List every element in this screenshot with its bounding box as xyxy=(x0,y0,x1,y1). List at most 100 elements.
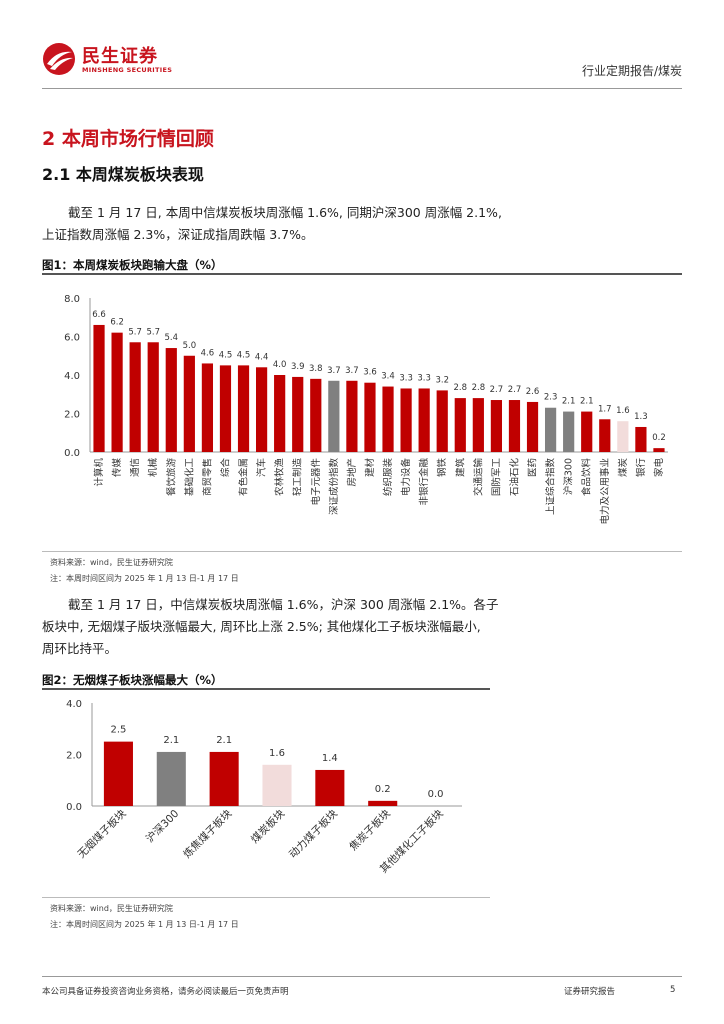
bar xyxy=(255,367,268,452)
bar xyxy=(103,741,133,806)
category-label: 纺织服装 xyxy=(382,458,394,497)
y-tick-label: 0.0 xyxy=(64,448,80,459)
category-label: 农林牧渔 xyxy=(274,458,286,497)
paragraph-2: 截至 1 月 17 日，中信煤炭板块周涨幅 1.6%，沪深 300 周涨幅 2.… xyxy=(42,594,682,660)
bar xyxy=(156,751,186,806)
category-label: 家电 xyxy=(653,458,665,478)
bar xyxy=(400,388,412,452)
bar xyxy=(563,411,575,452)
data-label: 3.4 xyxy=(381,372,395,382)
data-label: 0.2 xyxy=(375,784,391,795)
figure-2-title: 图2：无烟煤子板块涨幅最大（%） xyxy=(42,673,223,687)
bar xyxy=(364,382,376,452)
bar xyxy=(346,380,358,452)
bar xyxy=(526,401,539,452)
data-label: 5.7 xyxy=(146,327,160,337)
minsheng-logo-icon xyxy=(43,43,75,75)
brand-logo: 民生证券 MINSHENG SECURITIES xyxy=(42,40,182,80)
page-number: 5 xyxy=(670,985,676,995)
y-tick-label: 4.0 xyxy=(66,699,82,710)
paragraph-2-line-3: 周环比持平。 xyxy=(42,641,118,656)
footer-label: 证券研究报告 xyxy=(564,987,616,997)
data-label: 2.7 xyxy=(490,385,504,395)
footer-divider xyxy=(42,976,682,977)
figure-2-top-rule xyxy=(42,688,490,690)
category-label: 石油石化 xyxy=(508,458,520,497)
figure-1-title: 图1：本周煤炭板块跑输大盘（%） xyxy=(42,258,223,272)
bar xyxy=(418,388,430,452)
category-label: 食品饮料 xyxy=(581,458,593,497)
data-label: 2.3 xyxy=(544,393,558,403)
bar xyxy=(129,342,141,452)
data-label: 1.6 xyxy=(269,748,285,759)
category-label: 建材 xyxy=(364,458,376,478)
category-label: 交通运输 xyxy=(472,458,484,497)
data-label: 2.1 xyxy=(216,735,232,746)
bar xyxy=(209,751,239,806)
data-label: 2.6 xyxy=(526,387,540,397)
figure-1-note: 注：本周时间区间为 2025 年 1 月 13 日-1 月 17 日 xyxy=(50,574,239,583)
category-label: 钢铁 xyxy=(436,458,448,478)
category-label: 非银行金融 xyxy=(418,458,430,506)
data-label: 5.0 xyxy=(183,341,197,351)
bar xyxy=(472,398,484,452)
category-label: 餐饮旅游 xyxy=(165,458,177,497)
bar xyxy=(310,378,322,452)
bar xyxy=(93,324,105,452)
category-label: 炼焦煤子板块 xyxy=(181,807,235,861)
bar xyxy=(436,390,448,452)
y-tick-label: 2.0 xyxy=(66,751,82,762)
y-tick-label: 4.0 xyxy=(64,371,80,382)
data-label: 3.2 xyxy=(435,375,449,385)
data-label: 1.3 xyxy=(634,412,648,422)
category-label: 传媒 xyxy=(111,458,123,478)
data-label: 3.9 xyxy=(291,362,305,372)
category-label: 动力煤子板块 xyxy=(286,807,340,861)
data-label: 1.6 xyxy=(616,406,630,416)
category-label: 银行 xyxy=(635,458,647,478)
data-label: 3.7 xyxy=(345,366,359,376)
data-label: 0.2 xyxy=(652,433,666,443)
category-label: 通信 xyxy=(129,458,141,477)
category-label: 综合 xyxy=(219,458,231,478)
data-label: 1.7 xyxy=(598,404,612,414)
category-label: 电子元器件 xyxy=(310,458,322,506)
data-label: 3.6 xyxy=(363,368,377,378)
paragraph-2-line-1: 截至 1 月 17 日，中信煤炭板块周涨幅 1.6%，沪深 300 周涨幅 2.… xyxy=(68,597,499,612)
y-tick-label: 6.0 xyxy=(64,333,80,344)
category-label: 轻工制造 xyxy=(292,458,304,497)
data-label: 3.3 xyxy=(399,373,413,383)
category-label: 煤炭 xyxy=(617,458,629,478)
figure-1-top-rule xyxy=(42,273,682,275)
report-type: 行业定期报告/煤炭 xyxy=(581,64,682,78)
bar xyxy=(315,769,345,806)
figure-1-source: 资料来源：wind，民生证券研究院 xyxy=(50,558,173,567)
bar xyxy=(544,407,557,452)
footer-disclaimer: 本公司具备证券投资咨询业务资格，请务必阅读最后一页免责声明 xyxy=(42,987,289,997)
y-tick-label: 8.0 xyxy=(64,294,80,305)
category-label: 深证成份指数 xyxy=(328,458,340,516)
paragraph-1-line-2: 上证指数周涨幅 2.3%，深证成指周跌幅 3.7%。 xyxy=(42,227,314,242)
brand-name-cn: 民生证券 xyxy=(82,46,158,67)
data-label: 6.2 xyxy=(110,318,124,328)
figure-2-chart: 0.0 2.0 4.0 2.5 无烟煤子板块 2.1 沪深300 2.1 炼焦煤子板块 1.6 煤炭… xyxy=(66,699,462,876)
data-label: 2.8 xyxy=(454,383,468,393)
figure-2-source: 资料来源：wind，民生证券研究院 xyxy=(50,904,173,913)
data-label: 4.5 xyxy=(219,350,233,360)
category-label: 建筑 xyxy=(454,458,466,478)
bar xyxy=(617,421,629,452)
data-label: 4.0 xyxy=(273,360,287,370)
bar xyxy=(165,348,177,452)
paragraph-2-line-2: 板块中, 无烟煤子版块涨幅最大, 周环比上涨 2.5%; 其他煤化工子板块涨幅最… xyxy=(42,619,481,634)
category-label: 沪深300 xyxy=(143,807,181,845)
category-label: 煤炭板块 xyxy=(248,807,287,846)
data-label: 2.7 xyxy=(508,385,522,395)
data-label: 4.6 xyxy=(201,348,215,358)
bar xyxy=(581,411,593,452)
bar xyxy=(328,380,340,452)
section-title: 2 本周市场行情回顾 xyxy=(42,128,214,150)
data-label: 2.8 xyxy=(472,383,486,393)
category-label: 上证综合指数 xyxy=(545,458,557,516)
category-label: 医药 xyxy=(528,458,539,477)
bar xyxy=(201,363,214,452)
